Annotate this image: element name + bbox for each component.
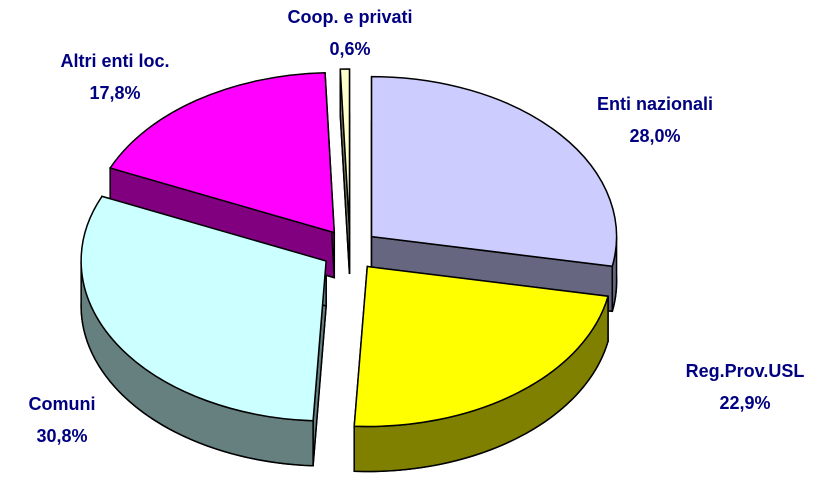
slice-label: Comuni bbox=[29, 394, 96, 414]
slice-value-label: 17,8% bbox=[89, 83, 140, 103]
slice-value-label: 30,8% bbox=[36, 426, 87, 446]
slice bbox=[339, 68, 351, 230]
slice bbox=[353, 265, 609, 428]
slice-label: Coop. e privati bbox=[287, 7, 412, 27]
slice-value-label: 22,9% bbox=[719, 393, 770, 413]
slice-value-label: 28,0% bbox=[629, 126, 680, 146]
slice bbox=[80, 195, 327, 422]
slice-label: Enti nazionali bbox=[597, 94, 713, 114]
slice bbox=[108, 71, 336, 234]
slice-label: Reg.Prov.USL bbox=[686, 361, 805, 381]
slice bbox=[370, 75, 618, 268]
slice-label: Altri enti loc. bbox=[60, 51, 169, 71]
slice-value-label: 0,6% bbox=[329, 39, 370, 59]
